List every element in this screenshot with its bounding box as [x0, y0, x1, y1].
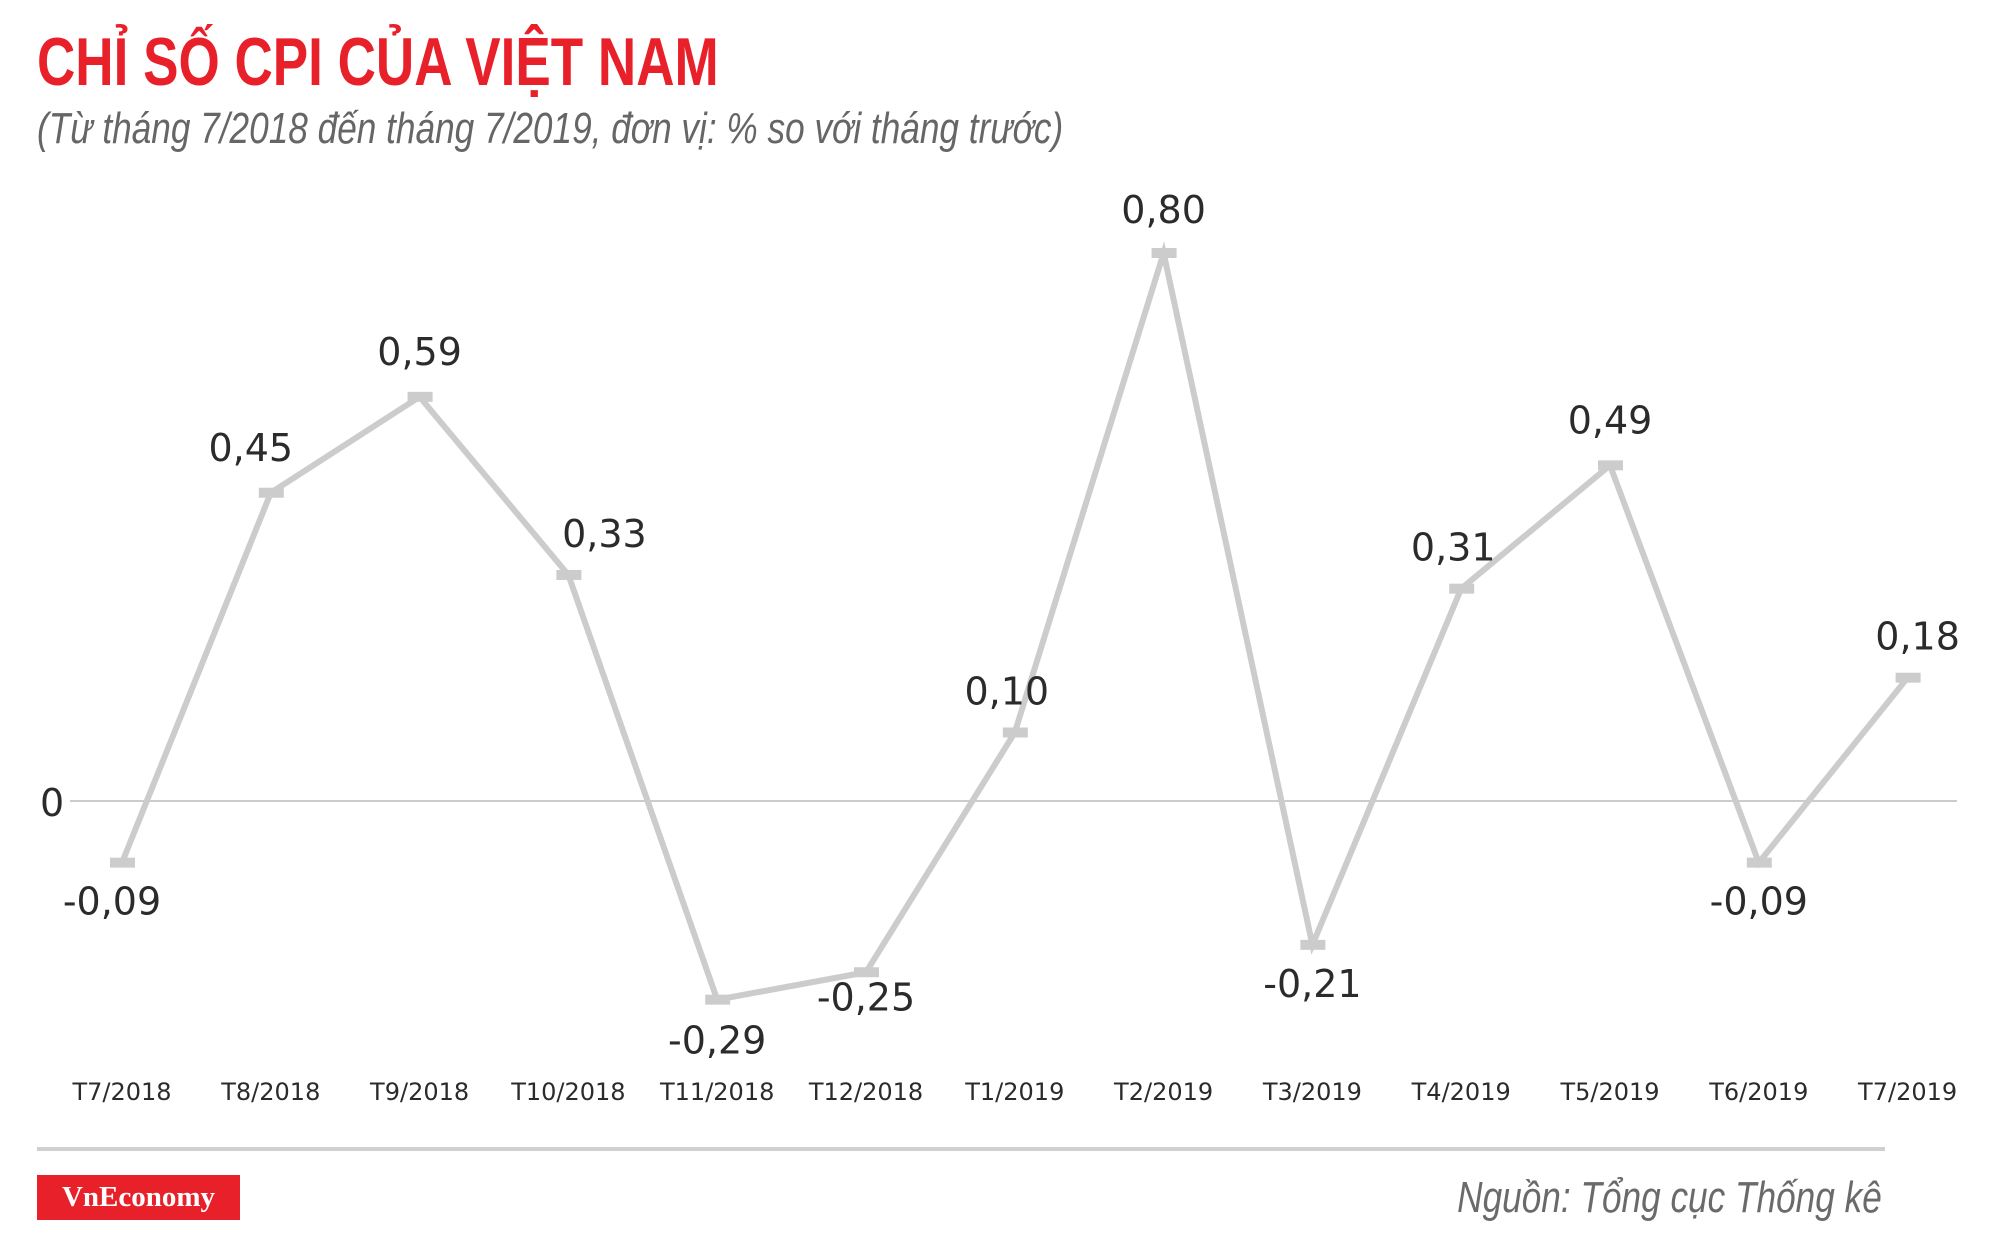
x-axis-tick-label: T8/2018 [220, 1078, 320, 1106]
line-chart: 0 -0,090,450,590,33-0,29-0,250,100,80-0,… [40, 188, 1960, 1106]
x-axis-tick-label: T5/2019 [1559, 1078, 1659, 1106]
data-point-marker [556, 569, 582, 580]
data-point-marker [1895, 672, 1921, 683]
x-axis-tick-label: T7/2019 [1857, 1078, 1957, 1106]
data-value-label: 0,33 [562, 512, 647, 556]
data-value-label: -0,29 [668, 1019, 766, 1063]
data-value-label: -0,09 [63, 880, 161, 924]
x-axis-tick-label: T2/2019 [1113, 1078, 1213, 1106]
x-axis-tick-label: T12/2018 [808, 1078, 923, 1106]
data-value-label: 0,49 [1568, 398, 1653, 442]
data-point-marker [110, 857, 135, 868]
data-value-label: -0,25 [817, 975, 915, 1019]
data-value-label: 0,80 [1121, 188, 1206, 232]
cpi-markers [110, 248, 1921, 1005]
data-point-marker [258, 487, 284, 498]
x-axis-tick-label: T1/2019 [964, 1078, 1064, 1106]
x-axis-tick-label: T3/2019 [1262, 1078, 1362, 1106]
vneconomy-logo: VnEconomy [37, 1175, 240, 1220]
x-axis-tick-label: T4/2019 [1411, 1078, 1511, 1106]
cpi-value-labels: -0,09 0,45 0,59 0,33 -0,29 -0,25 0,10 0,80 -0,21… [63, 188, 1960, 1063]
data-value-label: -0,21 [1263, 962, 1361, 1006]
data-point-marker [1449, 583, 1475, 594]
data-value-label: 0,31 [1411, 526, 1496, 570]
data-value-label: 0,18 [1875, 615, 1960, 659]
data-value-label: 0,45 [208, 426, 293, 470]
x-axis-tick-label: T9/2018 [369, 1078, 469, 1106]
footer-divider [37, 1147, 1885, 1151]
x-axis-tick-label: T6/2019 [1708, 1078, 1808, 1106]
chart-title: CHỈ SỐ CPI CỦA VIỆT NAM [37, 24, 719, 100]
data-point-marker [407, 391, 433, 402]
data-point-marker [1151, 248, 1177, 258]
zero-axis-label: 0 [40, 781, 64, 825]
data-value-label: 0,10 [964, 670, 1049, 714]
data-point-marker [854, 967, 879, 978]
data-point-marker [1598, 460, 1623, 471]
x-axis-tick-label: T11/2018 [659, 1078, 774, 1106]
chart-subtitle: (Từ tháng 7/2018 đến tháng 7/2019, đơn v… [37, 104, 1064, 153]
data-value-label: -0,09 [1710, 880, 1808, 924]
data-point-marker [1002, 727, 1028, 738]
data-value-label: 0,59 [377, 330, 462, 374]
x-axis-tick-label: T10/2018 [510, 1078, 625, 1106]
data-point-marker [1300, 939, 1326, 950]
x-axis-labels: T7/2018 T8/2018 T9/2018 T10/2018 T11/2018 T12… [71, 1078, 1957, 1106]
x-axis-tick-label: T7/2018 [71, 1078, 171, 1106]
source-note: Nguồn: Tổng cục Thống kê [1457, 1173, 1882, 1222]
data-point-marker [1746, 857, 1772, 868]
data-point-marker [705, 994, 731, 1005]
